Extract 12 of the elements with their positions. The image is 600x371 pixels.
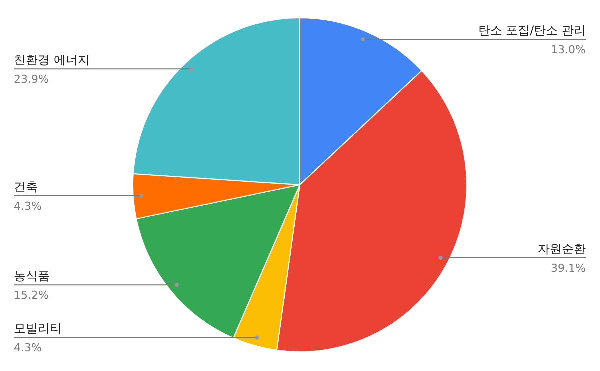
slice-label: 친환경 에너지: [14, 53, 90, 68]
slice-label: 모빌리티: [14, 322, 62, 336]
slice-label: 건축: [14, 180, 38, 194]
slice-label: 탄소 포집/탄소 관리: [478, 23, 586, 38]
slice-label: 농식품: [14, 269, 50, 284]
data-label: 15.2%: [14, 289, 49, 302]
data-label: 13.0%: [551, 43, 586, 56]
data-label: 39.1%: [551, 262, 586, 276]
slice-label: 자원순환: [538, 242, 586, 256]
data-label: 23.9%: [14, 73, 49, 86]
data-label: 4.3%: [14, 342, 42, 355]
data-label: 4.3%: [14, 200, 42, 213]
